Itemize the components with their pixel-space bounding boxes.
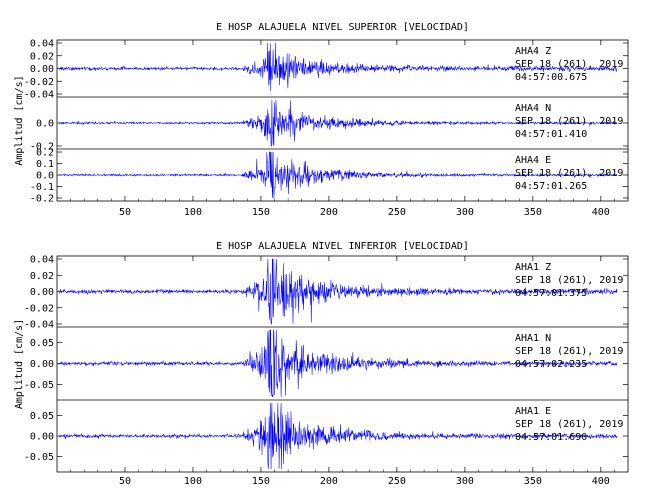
date-label: SEP 18 (261), 2019 (515, 419, 623, 430)
y-tick-label: 0.05 (30, 338, 54, 349)
y-tick-label: 0.02 (30, 51, 54, 62)
waveform-aha1-n (59, 329, 618, 398)
date-label: SEP 18 (261), 2019 (515, 168, 623, 179)
y-tick-label: 0.2 (36, 148, 54, 159)
x-tick-label: 50 (119, 207, 131, 218)
panel-aha4-z: 0.040.02 0.00 -0.02 -0.04 AHA4 Z SEP 18 (261)… (24, 39, 628, 101)
y-axis-label: Amplitud [cm/s] (14, 319, 25, 409)
x-tick-label: 200 (320, 207, 338, 218)
x-tick-label: 50 (119, 476, 131, 487)
y-tick-label: 0.04 (30, 39, 54, 50)
x-tick-label: 150 (252, 476, 270, 487)
chart-title: E HOSP ALAJUELA NIVEL INFERIOR [VELOCIDA… (216, 241, 469, 252)
x-tick-label: 400 (592, 476, 610, 487)
y-tick-label: 0.05 (30, 411, 54, 422)
date-label: SEP 18 (261), 2019 (515, 275, 623, 286)
y-tick-label: -0.05 (24, 452, 54, 463)
y-tick-label: 0.04 (30, 255, 54, 266)
y-tick-label: 0.00 (30, 359, 54, 370)
panel-aha4-n: 0.0 -0.2 AHA4 N SEP 18 (261), 2019 04:57:01.… (30, 99, 628, 153)
waveform-aha4-n (59, 99, 618, 147)
date-label: SEP 18 (261), 2019 (515, 346, 623, 357)
y-tick-label: -0.04 (24, 320, 54, 331)
station-component-label: AHA1 Z (515, 262, 551, 273)
chart-title: E HOSP ALAJUELA NIVEL SUPERIOR [VELOCIDA… (216, 22, 469, 33)
x-tick-label: 100 (184, 207, 202, 218)
panel-aha1-e: 0.05 0.00 -0.05 AHA1 E SEP 18 (261), 2019 04:… (24, 402, 628, 470)
y-tick-label: 0.1 (36, 159, 54, 170)
station-component-label: AHA1 N (515, 333, 551, 344)
time-label: 04:57:01.410 (515, 129, 587, 140)
time-label: 04:57:01.690 (515, 432, 587, 443)
station-component-label: AHA1 E (515, 406, 551, 417)
y-tick-label: 0.0 (36, 171, 54, 182)
date-label: SEP 18 (261), 2019 (515, 59, 623, 70)
waveform-aha1-z (59, 258, 618, 325)
time-label: 04:57:02.235 (515, 359, 587, 370)
x-tick-label: 150 (252, 207, 270, 218)
panel-aha1-z: 0.04 0.02 0.00 -0.02 -0.04 AHA1 Z SEP 18 (261)… (24, 255, 628, 331)
station-component-label: AHA4 N (515, 103, 551, 114)
time-label: 04:57:01.375 (515, 288, 587, 299)
panel-aha4-e: 0.20.10.0-0.1-0.2 AHA4 E SEP 18 (261), 201… (30, 148, 628, 205)
x-tick-label: 350 (524, 207, 542, 218)
x-tick-label: 300 (456, 207, 474, 218)
time-label: 04:57:00.675 (515, 72, 587, 83)
y-tick-label: 0.0 (36, 119, 54, 130)
chart-inferior: E HOSP ALAJUELA NIVEL INFERIOR [VELOCIDA… (14, 241, 629, 487)
y-tick-label: -0.2 (30, 142, 54, 153)
y-axis-label: Amplitud [cm/s] (14, 75, 25, 165)
x-tick-label: 250 (388, 207, 406, 218)
x-tick-label: 200 (320, 476, 338, 487)
station-component-label: AHA4 Z (515, 46, 551, 57)
y-tick-label: -0.02 (24, 77, 54, 88)
y-tick-label: 0.00 (30, 64, 54, 75)
waveform-aha4-e (59, 151, 618, 199)
x-tick-label: 100 (184, 476, 202, 487)
date-label: SEP 18 (261), 2019 (515, 116, 623, 127)
y-tick-label: -0.1 (30, 182, 54, 193)
waveform-aha4-z (59, 42, 618, 92)
y-tick-label: 0.00 (30, 432, 54, 443)
x-tick-label: 400 (592, 207, 610, 218)
waveform-aha1-e (59, 402, 618, 470)
y-tick-label: -0.02 (24, 303, 54, 314)
x-tick-label: 350 (524, 476, 542, 487)
chart-superior: E HOSP ALAJUELA NIVEL SUPERIOR [VELOCIDA… (14, 22, 629, 218)
y-tick-label: -0.04 (24, 90, 54, 101)
x-tick-label: 300 (456, 476, 474, 487)
y-tick-label: 0.00 (30, 287, 54, 298)
x-tick-label: 250 (388, 476, 406, 487)
y-tick-label: -0.2 (30, 194, 54, 205)
time-label: 04:57:01.265 (515, 181, 587, 192)
y-tick-label: 0.02 (30, 271, 54, 282)
station-component-label: AHA4 E (515, 155, 551, 166)
y-tick-label: -0.05 (24, 380, 54, 391)
panel-aha1-n: 0.05 0.00 -0.05 AHA1 N SEP 18 (261), 2019 04:… (24, 329, 628, 401)
